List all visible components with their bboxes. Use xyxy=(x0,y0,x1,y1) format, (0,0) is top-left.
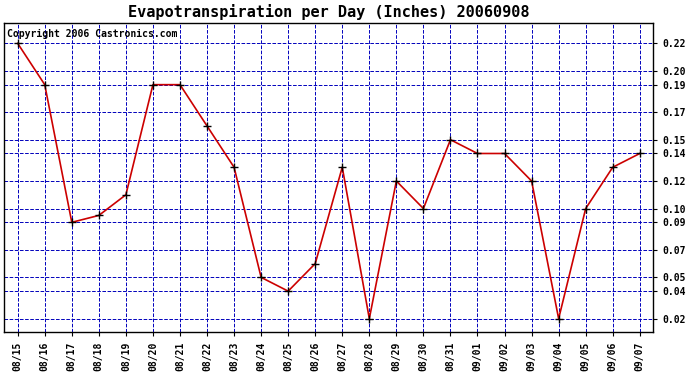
Text: Copyright 2006 Castronics.com: Copyright 2006 Castronics.com xyxy=(8,29,178,39)
Title: Evapotranspiration per Day (Inches) 20060908: Evapotranspiration per Day (Inches) 2006… xyxy=(128,4,529,20)
